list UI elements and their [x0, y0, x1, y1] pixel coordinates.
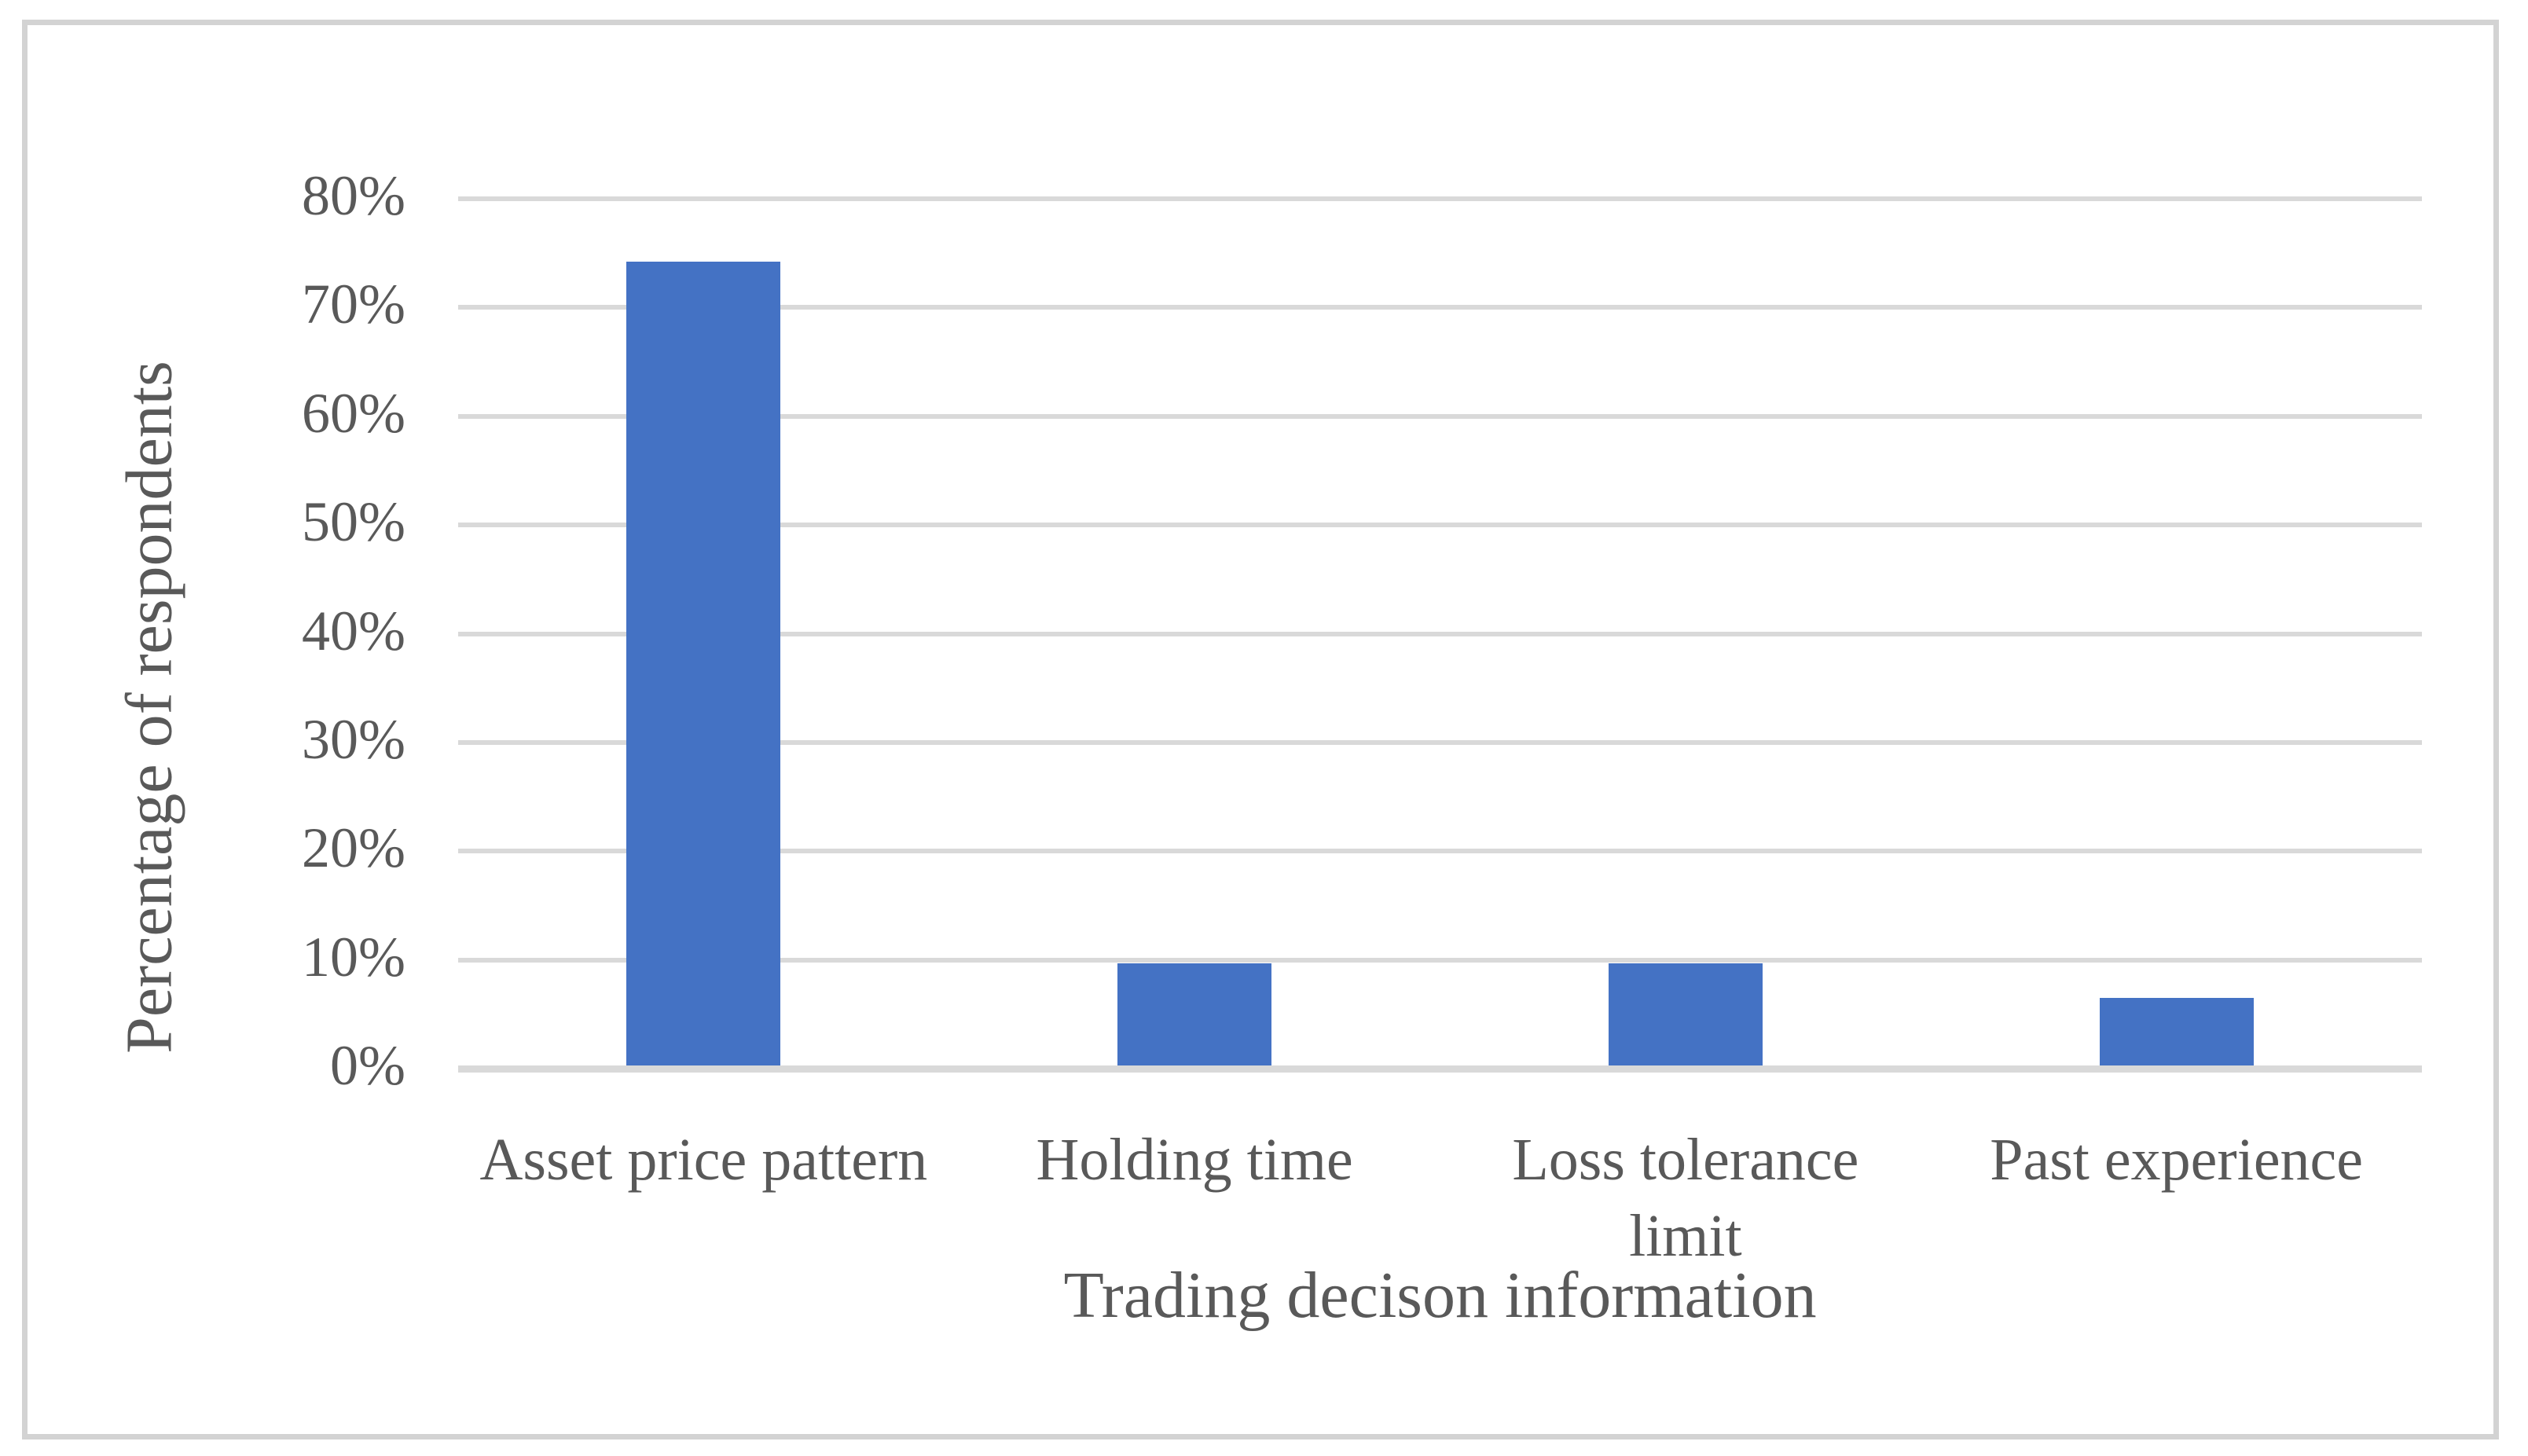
x-category-label-holding-time: Holding time — [1036, 1127, 1353, 1193]
bar-holding-time — [1117, 963, 1272, 1069]
gridline-30 — [458, 739, 2422, 745]
y-tick-label-20: 20% — [302, 816, 405, 880]
gridline-50 — [458, 523, 2422, 528]
y-tick-label-60: 60% — [302, 381, 405, 445]
x-category-label-past-experience: Past experience — [1990, 1127, 2364, 1193]
x-category-label-loss-tolerance-limit: Loss tolerance limit — [1512, 1127, 1859, 1269]
gridline-80 — [458, 196, 2422, 201]
y-tick-label-10: 10% — [302, 925, 405, 988]
gridline-10 — [458, 957, 2422, 963]
x-axis-line — [458, 1065, 2422, 1073]
y-tick-label-30: 30% — [302, 708, 405, 772]
y-tick-label-40: 40% — [302, 599, 405, 662]
y-tick-label-70: 70% — [302, 273, 405, 336]
y-tick-label-50: 50% — [302, 490, 405, 554]
chart-frame — [22, 20, 2499, 1439]
gridline-60 — [458, 413, 2422, 419]
bar-loss-tolerance-limit — [1608, 963, 1763, 1069]
bar-asset-price-pattern — [626, 262, 781, 1069]
x-axis-title: Trading decison information — [1063, 1259, 1817, 1332]
x-category-label-asset-price-pattern: Asset price pattern — [479, 1127, 928, 1193]
gridline-20 — [458, 849, 2422, 854]
bar-past-experience — [2099, 998, 2254, 1069]
y-tick-label-0: 0% — [330, 1034, 405, 1098]
gridline-40 — [458, 631, 2422, 636]
y-tick-label-80: 80% — [302, 164, 405, 228]
gridline-70 — [458, 305, 2422, 310]
